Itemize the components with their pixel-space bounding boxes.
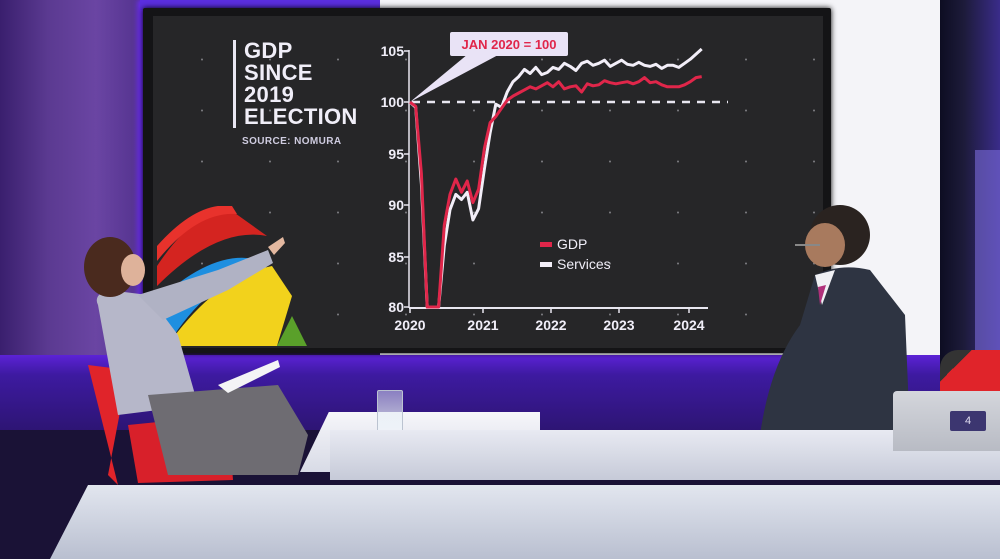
pointing-hand: [268, 237, 285, 255]
y-tick-label: 85: [388, 249, 404, 265]
services-line: [408, 47, 703, 309]
chart-panel: [153, 16, 823, 348]
annotation-box: JAN 2020 = 100: [450, 32, 568, 56]
y-axis-ticks: [404, 50, 409, 308]
studio-desk-middle: [330, 430, 1000, 480]
grey-skirt: [148, 385, 308, 475]
chart-source: SOURCE: NOMURA: [242, 136, 342, 147]
gdp-line: [409, 75, 702, 309]
y-tick-label: 90: [388, 197, 404, 213]
pink-tie: [818, 285, 826, 305]
red-chair-right: [940, 350, 1000, 395]
chart-title: GDP SINCE 2019 ELECTION: [233, 40, 358, 128]
presenter-woman: [84, 237, 308, 485]
face: [805, 223, 845, 267]
y-tick-label: 100: [380, 94, 404, 110]
x-tick-label: 2021: [467, 317, 499, 333]
y-tick-label: 105: [380, 43, 404, 59]
title-line: GDP: [244, 38, 293, 63]
video-wall-screen: [143, 8, 831, 353]
pointing-arm: [138, 250, 273, 320]
annotation-text: JAN 2020 = 100: [461, 37, 557, 52]
x-tick-label: 2022: [535, 317, 567, 333]
title-line: SINCE: [244, 60, 313, 85]
x-tick-label: 2020: [394, 317, 426, 333]
x-axis-ticks: [409, 308, 690, 313]
legend-swatch: [540, 241, 552, 247]
channel-logo-icon: 4: [950, 411, 986, 431]
title-line: 2019: [244, 82, 295, 107]
chart-legend: GDP Services: [540, 234, 611, 274]
title-line: ELECTION: [244, 104, 358, 129]
legend-label: Services: [557, 256, 611, 272]
y-tick-label: 80: [388, 299, 404, 315]
x-tick-label: 2023: [603, 317, 635, 333]
presenter-man: [760, 205, 910, 435]
rainbow-graphic: [157, 206, 307, 346]
rainbow-yellow-band: [167, 266, 292, 346]
legend-swatch: [540, 261, 552, 267]
dark-suit: [760, 267, 910, 435]
legend-label: GDP: [557, 236, 588, 252]
rainbow-green-band: [277, 316, 307, 346]
x-tick-label: 2024: [673, 317, 705, 333]
patterned-blouse: [96, 290, 198, 415]
face: [121, 254, 145, 286]
studio-desk-front: [50, 485, 1000, 559]
legend-item-gdp: GDP: [540, 234, 611, 254]
purple-light-strip-top: [140, 0, 380, 10]
rainbow-blue-band: [157, 257, 272, 346]
legend-item-services: Services: [540, 254, 611, 274]
laptop: 4: [893, 391, 1000, 451]
rainbow-red-bands: [157, 206, 267, 286]
callout-pointer: [410, 54, 500, 102]
y-tick-label: 95: [388, 146, 404, 162]
hair: [84, 237, 136, 297]
notes-paper: [218, 360, 280, 393]
